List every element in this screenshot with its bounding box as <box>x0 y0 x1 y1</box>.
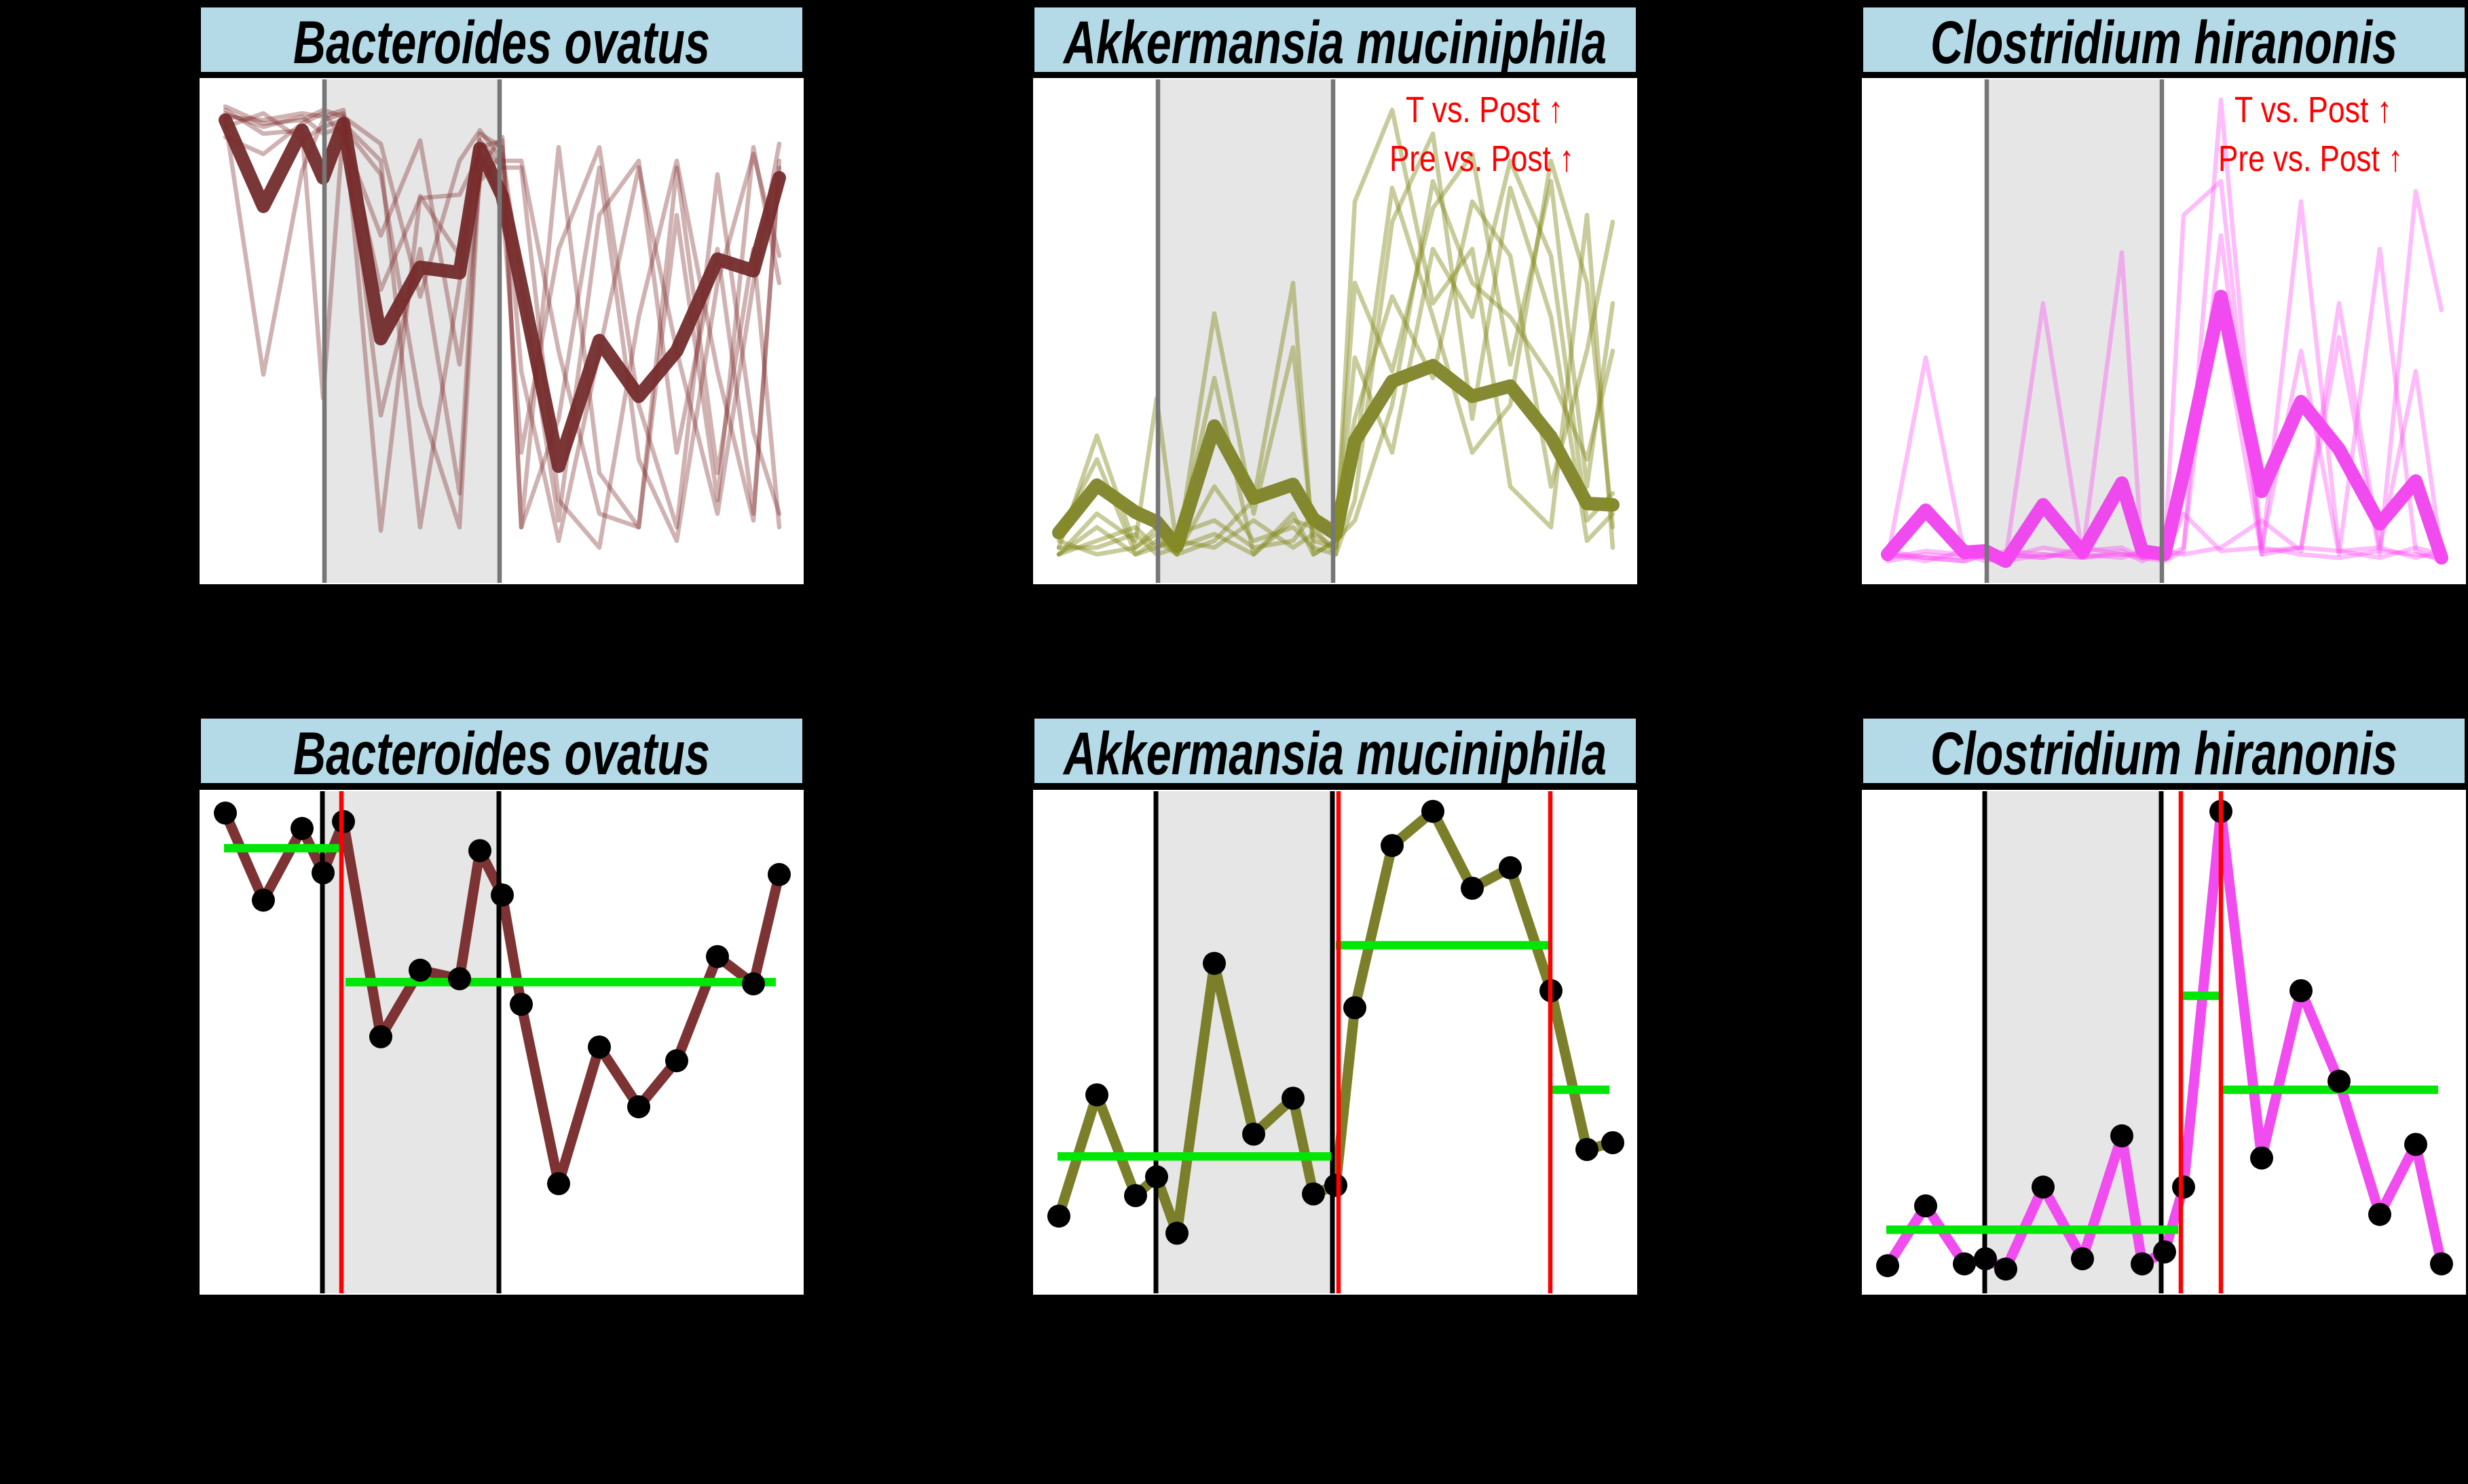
svg-text:Akkermansia muciniphila: Akkermansia muciniphila <box>1063 8 1607 76</box>
svg-text:Pre vs. Post ↑: Pre vs. Post ↑ <box>1389 138 1574 179</box>
svg-text:Pre vs. Post ↑: Pre vs. Post ↑ <box>2218 138 2403 179</box>
svg-text:Clostridium hiranonis: Clostridium hiranonis <box>1930 8 2397 76</box>
svg-text:Bacteroides ovatus: Bacteroides ovatus <box>293 8 710 76</box>
svg-text:Clostridium hiranonis: Clostridium hiranonis <box>1930 719 2397 787</box>
svg-text:T vs. Post ↑: T vs. Post ↑ <box>1406 90 1563 130</box>
svg-text:T vs. Post ↑: T vs. Post ↑ <box>2235 90 2392 130</box>
svg-text:Akkermansia muciniphila: Akkermansia muciniphila <box>1063 719 1607 787</box>
svg-text:Bacteroides ovatus: Bacteroides ovatus <box>293 719 710 787</box>
